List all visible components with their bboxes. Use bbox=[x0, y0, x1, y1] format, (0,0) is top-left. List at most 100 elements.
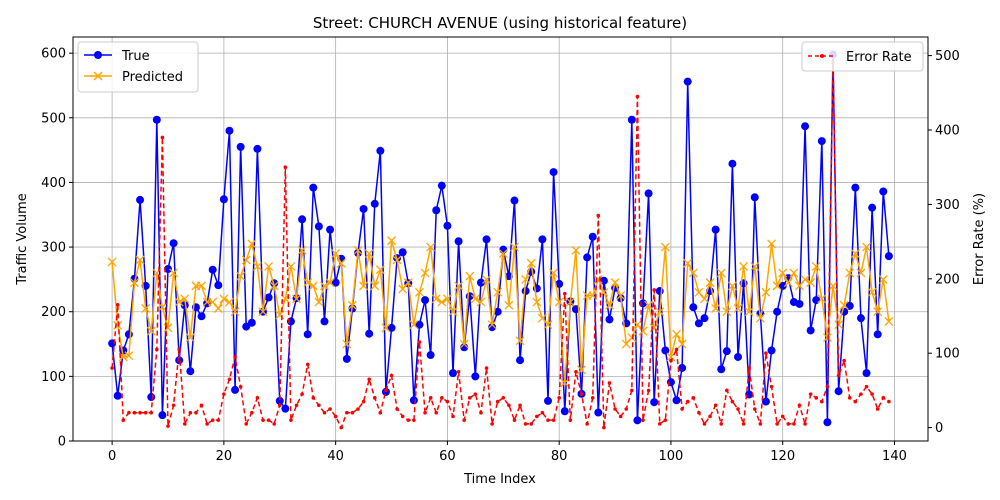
legend-error-rate-marker bbox=[820, 54, 824, 58]
data-point bbox=[286, 262, 296, 271]
data-point bbox=[867, 287, 877, 297]
data-point bbox=[365, 329, 374, 338]
data-point bbox=[353, 245, 363, 255]
data-point bbox=[244, 422, 249, 426]
data-point bbox=[761, 287, 771, 297]
data-point bbox=[197, 281, 206, 291]
data-point bbox=[727, 281, 737, 291]
data-point bbox=[812, 296, 821, 305]
data-point bbox=[498, 249, 508, 259]
data-point bbox=[359, 204, 368, 213]
data-point bbox=[551, 418, 556, 422]
data-point bbox=[778, 268, 788, 278]
data-point bbox=[236, 142, 245, 151]
data-point bbox=[266, 418, 271, 422]
data-point bbox=[136, 195, 145, 204]
data-point bbox=[261, 418, 265, 422]
data-point bbox=[188, 410, 193, 415]
data-point bbox=[596, 213, 601, 218]
data-point bbox=[336, 258, 346, 268]
data-point bbox=[744, 307, 754, 317]
data-point bbox=[476, 278, 485, 287]
x-tick-label: 0 bbox=[108, 449, 116, 464]
data-point bbox=[255, 396, 260, 400]
data-point bbox=[311, 396, 316, 400]
data-point bbox=[752, 407, 757, 411]
data-point bbox=[264, 293, 273, 302]
y-axis-left: 0 100 200 300 400 500 600 bbox=[41, 47, 73, 450]
y-left-tick-label: 400 bbox=[41, 176, 66, 191]
data-point bbox=[750, 262, 760, 271]
series-predicted bbox=[107, 236, 894, 388]
data-point bbox=[683, 258, 693, 268]
data-point bbox=[124, 330, 133, 339]
data-point bbox=[431, 294, 441, 304]
x-axis-label: Time Index bbox=[463, 472, 536, 487]
data-point bbox=[415, 320, 424, 329]
data-point bbox=[370, 199, 379, 208]
data-point bbox=[376, 146, 385, 155]
data-point bbox=[359, 281, 369, 291]
data-point bbox=[110, 366, 114, 370]
data-point bbox=[764, 351, 768, 356]
data-point bbox=[182, 422, 187, 426]
data-point bbox=[130, 278, 139, 288]
data-point bbox=[213, 304, 223, 313]
data-point bbox=[549, 268, 559, 278]
data-point bbox=[719, 422, 724, 426]
data-point bbox=[817, 294, 827, 304]
data-point bbox=[661, 346, 670, 355]
data-point bbox=[155, 347, 159, 352]
data-point bbox=[702, 422, 707, 426]
data-point bbox=[736, 407, 740, 411]
legend-entry-predicted: Predicted bbox=[84, 70, 183, 85]
data-point bbox=[652, 288, 656, 292]
data-point bbox=[680, 407, 684, 411]
data-point bbox=[585, 422, 589, 426]
data-point bbox=[730, 399, 735, 404]
data-point bbox=[233, 355, 237, 359]
legend-predicted-label: Predicted bbox=[122, 70, 183, 85]
data-point bbox=[638, 326, 648, 336]
x-tick-label: 100 bbox=[659, 449, 684, 464]
data-point bbox=[605, 300, 614, 310]
data-point bbox=[499, 245, 508, 254]
data-point bbox=[579, 392, 584, 396]
data-point bbox=[683, 77, 692, 86]
data-point bbox=[515, 336, 525, 346]
data-point bbox=[135, 255, 145, 265]
data-point bbox=[314, 297, 324, 307]
data-point bbox=[741, 422, 746, 426]
data-point bbox=[225, 126, 234, 135]
data-point bbox=[164, 265, 172, 274]
data-point bbox=[884, 316, 894, 326]
legend-right: Error Rate bbox=[801, 41, 924, 72]
data-point bbox=[264, 262, 274, 271]
data-point bbox=[222, 392, 226, 396]
data-point bbox=[523, 422, 528, 426]
data-point bbox=[456, 370, 461, 374]
data-point bbox=[627, 115, 636, 124]
data-point bbox=[292, 294, 301, 304]
data-point bbox=[590, 396, 595, 400]
data-point bbox=[526, 258, 536, 268]
data-point bbox=[510, 242, 519, 252]
data-point bbox=[873, 330, 882, 339]
data-point bbox=[745, 390, 754, 399]
data-point bbox=[834, 320, 844, 330]
data-point bbox=[856, 268, 866, 278]
data-point bbox=[834, 387, 843, 396]
data-point bbox=[437, 297, 447, 307]
legend-predicted-marker bbox=[93, 71, 103, 81]
data-point bbox=[147, 393, 156, 402]
data-point bbox=[225, 297, 234, 307]
data-point bbox=[333, 414, 338, 419]
data-point bbox=[797, 403, 802, 408]
data-point bbox=[605, 315, 614, 324]
data-point bbox=[406, 418, 411, 422]
data-point bbox=[825, 384, 830, 389]
data-point bbox=[540, 410, 545, 415]
x-axis: 0 20 40 60 80 100 120 140 bbox=[108, 441, 907, 464]
data-point bbox=[339, 425, 344, 430]
data-point bbox=[562, 291, 567, 296]
